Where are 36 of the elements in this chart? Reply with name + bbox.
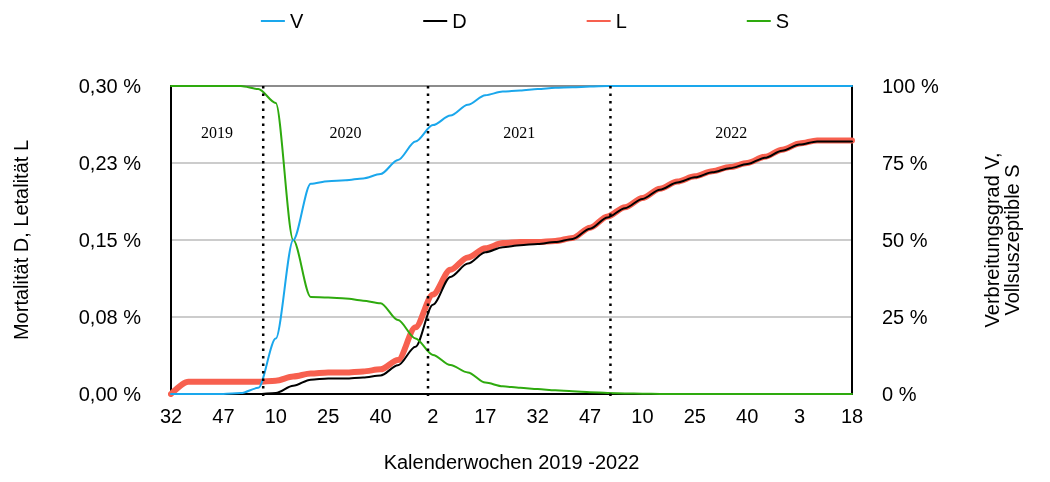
legend-label: S xyxy=(775,10,790,32)
x-tick-label: 32 xyxy=(159,405,183,427)
x-tick-label: 10 xyxy=(631,405,654,427)
x-tick-label: 40 xyxy=(369,405,392,427)
x-tick-label: 40 xyxy=(736,405,759,427)
y2-tick-label: 50 % xyxy=(882,229,928,251)
annotation: 2020 xyxy=(329,123,362,141)
x-tick-label: 10 xyxy=(264,405,287,427)
y2-tick-label: 0 % xyxy=(882,383,917,405)
y-tick-label: 0,08 % xyxy=(78,306,142,328)
x-tick-label: 18 xyxy=(840,405,864,427)
y-tick-label: 0,00 % xyxy=(78,383,142,405)
legend-label: D xyxy=(452,10,467,32)
x-tick-label: 47 xyxy=(578,405,602,427)
y-tick-label: 0,23 % xyxy=(78,152,142,174)
annotation: 2019 xyxy=(201,123,234,141)
x-tick-label: 17 xyxy=(474,405,497,427)
x-tick-label: 25 xyxy=(317,405,340,427)
x-tick-label: 25 xyxy=(683,405,706,427)
x-tick-label: 47 xyxy=(212,405,235,427)
y-tick-label: 0,30 % xyxy=(78,75,142,97)
y-axis-title: Mortalität D, Letalität L xyxy=(10,139,32,341)
annotation: 2021 xyxy=(503,123,536,141)
line-series xyxy=(170,85,853,395)
legend-label: L xyxy=(615,10,627,32)
y-tick-label: 0,15 % xyxy=(78,229,142,251)
y2-tick-label: 25 % xyxy=(882,306,928,328)
y2-tick-label: 75 % xyxy=(882,152,928,174)
legend-label: V xyxy=(289,10,304,32)
x-tick-label: 3 xyxy=(794,405,806,427)
y2-tick-label: 100 % xyxy=(882,75,939,97)
x-axis-title: Kalenderwochen 2019 -2022 xyxy=(383,451,640,473)
x-tick-label: 32 xyxy=(526,405,549,427)
x-tick-label: 2 xyxy=(427,405,439,427)
annotation: 2022 xyxy=(715,123,748,141)
y2-axis-title: Verbreitungsgrad V, Vollsuszeptible S xyxy=(981,152,1023,328)
